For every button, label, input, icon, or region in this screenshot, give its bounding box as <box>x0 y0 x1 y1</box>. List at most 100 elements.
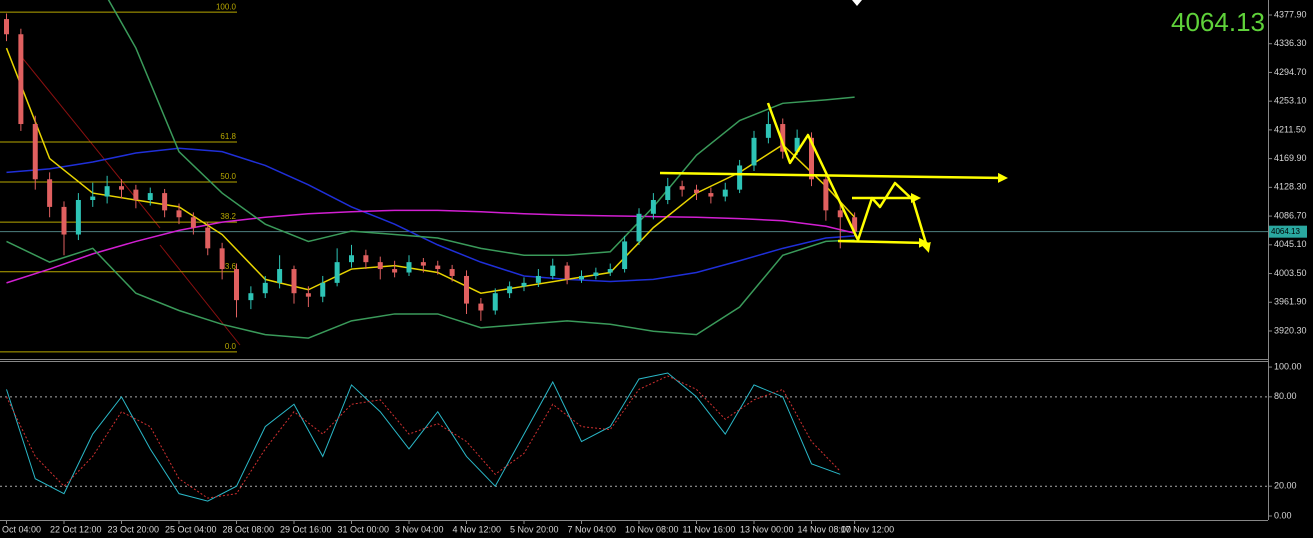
candle-body <box>420 262 426 266</box>
candle-body <box>636 213 642 242</box>
fib-label: 100.0 <box>216 2 237 11</box>
x-tick-label: 25 Oct 04:00 <box>165 524 217 534</box>
candle-body <box>61 206 67 235</box>
candle-body <box>4 19 9 35</box>
y-tick-label: 4377.90 <box>1274 9 1307 19</box>
shift-marker <box>852 0 862 6</box>
candle-body <box>464 275 469 304</box>
candle-body <box>564 265 570 280</box>
candle-body <box>607 269 613 273</box>
indicator-line <box>107 0 855 256</box>
price-tag <box>1269 225 1307 238</box>
candle-body <box>18 34 24 125</box>
y-tick-label: 4294.70 <box>1274 67 1307 77</box>
candle-body <box>406 262 412 273</box>
x-tick-label: 3 Nov 04:00 <box>395 524 444 534</box>
x-tick-label: 31 Oct 00:00 <box>338 524 390 534</box>
candle-body <box>823 179 829 211</box>
fib-label: 38.2 <box>220 212 236 221</box>
y-tick-label: 80.00 <box>1274 391 1297 401</box>
candle-body <box>363 255 369 263</box>
y-tick-label: 20.00 <box>1274 481 1297 491</box>
candle-body <box>133 189 139 200</box>
candle-body <box>90 196 96 200</box>
oscillator-line <box>6 375 841 499</box>
fib-label: 61.8 <box>220 132 236 141</box>
candle-body <box>334 262 340 283</box>
candle-body <box>291 269 297 294</box>
price-tag-label: 4064.13 <box>1271 227 1300 236</box>
candle-body <box>262 282 268 294</box>
candle-body <box>507 286 513 294</box>
main-pane: 100.0 61.8 50.0 38.2 23.6 0.0 <box>0 0 1268 353</box>
candle-body <box>32 124 38 180</box>
candle-body <box>794 137 800 152</box>
x-tick-label: 7 Nov 04:00 <box>568 524 617 534</box>
candle-body <box>219 248 225 270</box>
candle-body <box>650 199 656 214</box>
candle-body <box>349 255 354 263</box>
y-tick-label: 100.00 <box>1274 361 1302 371</box>
y-tick-label: 4045.10 <box>1274 239 1307 249</box>
candle-body <box>75 199 81 235</box>
x-tick-label: 17 Nov 12:00 <box>841 524 895 534</box>
candle-body <box>119 186 124 190</box>
candle-body <box>392 269 398 273</box>
candle-body <box>809 137 814 180</box>
y-tick-label: 3961.90 <box>1274 297 1307 307</box>
x-tick-label: 11 Nov 16:00 <box>683 524 736 534</box>
candle-body <box>622 241 628 270</box>
y-tick-label: 4169.90 <box>1274 153 1307 163</box>
fib-label: 0.0 <box>225 342 237 351</box>
indicator-line <box>6 239 855 339</box>
candle-body <box>550 265 556 276</box>
candle-body <box>205 227 211 249</box>
y-tick-label: 4253.10 <box>1274 96 1307 106</box>
x-tick-label: 29 Oct 16:00 <box>280 524 332 534</box>
candle-body <box>104 186 110 197</box>
y-tick-label: 4086.70 <box>1274 210 1307 220</box>
x-tick-label: 28 Oct 08:00 <box>223 524 275 534</box>
fib-label: 23.6 <box>220 262 236 271</box>
y-tick-label: 4128.30 <box>1274 182 1307 192</box>
candle-body <box>435 265 441 270</box>
x-tick-label: 5 Nov 20:00 <box>510 524 559 534</box>
drawn-arrow <box>659 171 1008 183</box>
x-tick-label: 23 Oct 20:00 <box>108 524 160 534</box>
candle-body <box>176 210 182 218</box>
candle-body <box>377 262 383 270</box>
candle-body <box>277 269 283 283</box>
candle-body <box>162 193 168 211</box>
candle-body <box>478 303 484 311</box>
candle-body <box>665 186 671 200</box>
x-tick-label: 14 Nov 08:00 <box>798 524 852 534</box>
x-tick-label: Oct 04:00 <box>2 524 41 534</box>
y-tick-label: 4003.50 <box>1274 268 1307 278</box>
candle-body <box>320 282 326 297</box>
candle-body <box>679 186 685 190</box>
candle-body <box>147 193 153 200</box>
candle-body <box>248 293 254 301</box>
y-tick-label: 3920.30 <box>1274 325 1307 335</box>
candle-body <box>722 189 728 197</box>
x-tick-label: 10 Nov 08:00 <box>625 524 679 534</box>
candle-body <box>593 272 599 276</box>
x-tick-label: 4 Nov 12:00 <box>453 524 502 534</box>
x-tick-label: 13 Nov 00:00 <box>740 524 794 534</box>
candle-body <box>751 137 757 166</box>
x-tick-label: 22 Oct 12:00 <box>50 524 102 534</box>
candle-body <box>579 275 584 280</box>
y-tick-label: 4211.50 <box>1274 124 1306 134</box>
indicator-line <box>6 209 855 284</box>
oscillator-line <box>6 372 841 502</box>
y-tick-label: 4336.30 <box>1274 38 1307 48</box>
candle-body <box>837 210 843 218</box>
candle-body <box>190 217 196 228</box>
fib-label: 50.0 <box>220 172 236 181</box>
trend-line <box>159 244 241 346</box>
candle-body <box>47 179 53 207</box>
